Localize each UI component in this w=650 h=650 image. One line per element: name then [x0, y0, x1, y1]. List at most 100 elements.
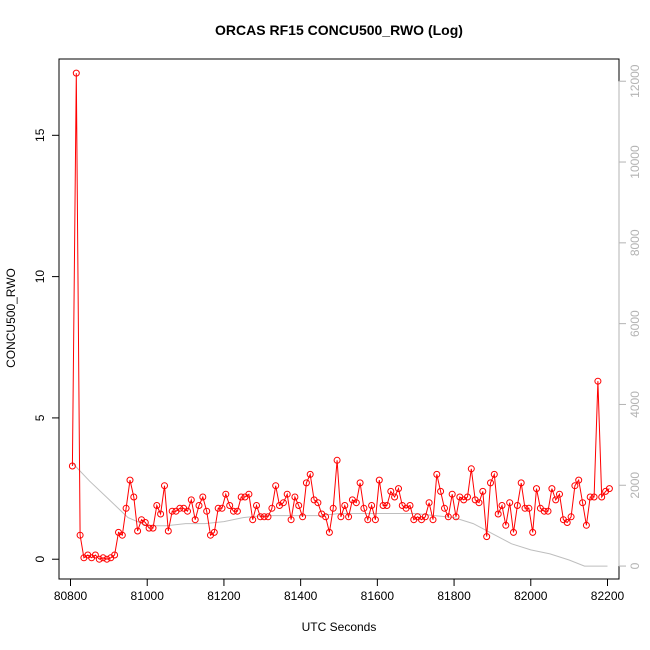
data-point: [272, 482, 280, 490]
y2-tick-label: 4000: [628, 391, 642, 418]
y2-axis: 0 2000 4000 6000 8000 10000 12000: [618, 64, 642, 569]
x-tick-label: 81600: [361, 589, 395, 603]
x-tick-label: 81000: [131, 589, 165, 603]
y-tick-label: 0: [33, 556, 47, 563]
data-point: [360, 504, 368, 512]
data-point: [103, 555, 111, 563]
primary-series: [68, 69, 613, 563]
data-point: [302, 479, 310, 487]
data-point: [268, 504, 276, 512]
data-point: [191, 516, 199, 524]
data-point: [375, 476, 383, 484]
data-point: [563, 519, 571, 526]
data-point: [299, 513, 307, 521]
x-tick-label: 81400: [284, 589, 318, 603]
data-point: [521, 504, 529, 512]
data-point: [467, 465, 475, 473]
data-point: [245, 490, 253, 498]
data-point: [552, 496, 560, 504]
y-tick-label: 10: [33, 270, 47, 284]
x-axis: 80800 81000 81200 81400 81600 81800 82000 82200: [54, 578, 625, 603]
data-point: [502, 521, 510, 529]
data-point: [233, 507, 241, 515]
data-point: [141, 519, 149, 526]
data-point: [498, 502, 506, 509]
data-point: [479, 487, 487, 495]
data-point: [356, 479, 364, 487]
data-point: [452, 513, 460, 521]
data-point: [195, 502, 203, 509]
data-point: [387, 487, 395, 495]
data-point: [295, 502, 303, 509]
data-point: [168, 507, 176, 515]
data-point: [517, 479, 525, 487]
data-point: [590, 493, 598, 501]
data-point: [345, 513, 353, 521]
data-point: [341, 502, 349, 509]
data-point: [153, 502, 161, 509]
data-point: [525, 504, 533, 512]
x-axis-label: UTC Seconds: [302, 620, 377, 634]
data-point: [444, 513, 452, 521]
data-point: [490, 470, 498, 478]
y2-tick-label: 2000: [628, 472, 642, 499]
data-point: [214, 504, 222, 512]
data-point: [506, 499, 514, 507]
data-point: [352, 499, 360, 507]
data-point: [448, 490, 456, 498]
data-point: [567, 513, 575, 521]
data-point: [253, 502, 260, 509]
data-point: [134, 527, 142, 535]
data-point: [218, 504, 226, 512]
data-point: [279, 499, 287, 507]
data-point: [291, 493, 299, 501]
y2-tick-label: 12000: [628, 64, 642, 98]
data-point: [579, 499, 587, 507]
data-point: [441, 504, 448, 512]
primary-series-line: [71, 73, 610, 560]
data-point: [540, 507, 548, 515]
data-point: [325, 528, 333, 536]
y2-tick-label: 0: [628, 562, 642, 569]
data-point: [337, 513, 345, 521]
data-point: [145, 524, 153, 532]
data-point: [383, 502, 391, 509]
data-point: [544, 507, 552, 515]
data-point: [605, 485, 613, 493]
data-point: [118, 531, 126, 539]
data-point: [379, 502, 387, 509]
y2-tick-label: 6000: [628, 310, 642, 337]
data-point: [237, 493, 245, 501]
data-point: [391, 493, 399, 501]
y-axis: 0 5 10 15: [33, 128, 60, 563]
data-point: [533, 485, 540, 493]
data-point: [487, 479, 494, 487]
data-point: [130, 493, 138, 501]
data-point: [230, 507, 237, 515]
y-tick-label: 5: [33, 414, 47, 421]
data-point: [126, 476, 134, 484]
data-point: [333, 456, 341, 464]
data-point: [510, 528, 517, 536]
y-axis-label: CONCU500_RWO: [4, 268, 18, 368]
data-point: [556, 490, 563, 498]
data-point: [264, 513, 272, 521]
data-point: [483, 533, 491, 541]
data-point: [68, 462, 76, 470]
data-point: [72, 69, 80, 77]
data-point: [99, 554, 107, 562]
data-point: [314, 499, 322, 507]
data-point: [249, 516, 257, 524]
x-tick-label: 81200: [207, 589, 241, 603]
data-point: [548, 485, 556, 493]
chart-title: ORCAS RF15 CONCU500_RWO (Log): [215, 22, 463, 38]
data-point: [494, 510, 502, 518]
x-tick-label: 81800: [437, 589, 471, 603]
y2-tick-label: 8000: [628, 229, 642, 256]
y-tick-label: 15: [33, 128, 47, 142]
data-point: [395, 485, 402, 493]
data-point: [464, 493, 471, 501]
data-point: [149, 524, 157, 532]
data-point: [157, 510, 165, 518]
data-point: [222, 490, 230, 498]
